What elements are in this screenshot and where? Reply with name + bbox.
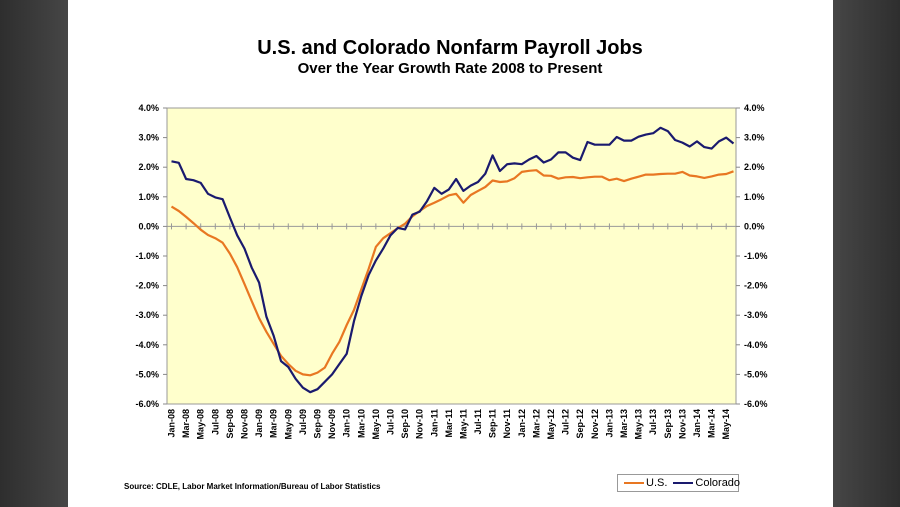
x-tick-label: May-14	[721, 409, 731, 440]
x-tick-label: May-12	[546, 409, 556, 440]
x-tick-label: Mar-09	[269, 409, 279, 438]
series-line-us	[170, 169, 734, 377]
x-tick-label: Sep-09	[312, 409, 322, 439]
x-tick-label: Mar-13	[619, 409, 629, 438]
x-tick-label: Jul-11	[473, 409, 483, 435]
y-tick-label-right: 0.0%	[744, 221, 765, 231]
x-tick-label: Jan-13	[604, 409, 614, 438]
x-tick-label: May-09	[283, 409, 293, 440]
x-tick-label: Jan-14	[692, 409, 702, 438]
right-frame	[833, 0, 900, 507]
y-tick-label-right: -5.0%	[744, 369, 768, 379]
series-line-colorado	[171, 126, 735, 394]
y-tick-label-left: -4.0%	[135, 340, 159, 350]
x-tick-label: Sep-11	[488, 409, 498, 438]
x-tick-label: May-10	[371, 409, 381, 440]
plot-area	[166, 107, 737, 405]
x-tick-label: Jul-12	[561, 409, 571, 435]
y-tick-label-right: -2.0%	[744, 281, 768, 291]
y-tick-label-right: 2.0%	[744, 162, 765, 172]
left-frame	[0, 0, 68, 507]
x-tick-label: Jan-09	[254, 409, 264, 438]
x-tick-label: Mar-14	[707, 409, 717, 438]
x-tick-label: May-11	[458, 409, 468, 439]
x-tick-label: Jan-10	[342, 409, 352, 438]
x-tick-label: Jul-10	[385, 409, 395, 435]
x-tick-label: Sep-12	[575, 409, 585, 439]
x-tick-label: Nov-10	[415, 409, 425, 439]
x-tick-label: Mar-10	[356, 409, 366, 438]
y-tick-label-right: -6.0%	[744, 399, 768, 409]
y-tick-label-right: 4.0%	[744, 103, 765, 113]
y-tick-label-left: -3.0%	[135, 310, 159, 320]
legend-item-colorado: Colorado	[673, 477, 740, 489]
y-tick-label-left: -2.0%	[135, 281, 159, 291]
y-tick-label-right: -3.0%	[744, 310, 768, 320]
x-tick-label: Nov-13	[677, 409, 687, 439]
x-tick-label: May-08	[196, 409, 206, 440]
colorado-swatch	[673, 482, 694, 484]
legend: U.S. Colorado	[617, 474, 740, 492]
legend-label: U.S.	[646, 477, 668, 489]
chart-title: U.S. and Colorado Nonfarm Payroll Jobs	[257, 37, 643, 59]
x-tick-label: Jul-09	[298, 409, 308, 435]
x-tick-label: Nov-08	[239, 409, 249, 439]
x-tick-label: Sep-13	[663, 409, 673, 439]
y-tick-label-right: 1.0%	[744, 192, 765, 202]
y-tick-label-left: -1.0%	[135, 251, 159, 261]
legend-item-us: U.S.	[624, 477, 667, 489]
x-tick-label: Sep-08	[225, 409, 235, 439]
y-tick-label-right: 3.0%	[744, 133, 765, 143]
x-tick-label: Jan-11	[429, 409, 439, 437]
x-tick-label: Jan-08	[167, 409, 177, 438]
x-tick-label: Nov-09	[327, 409, 337, 439]
y-tick-label-left: -6.0%	[135, 399, 159, 409]
y-tick-label-left: 2.0%	[138, 162, 159, 172]
y-tick-label-left: 3.0%	[138, 133, 159, 143]
y-tick-label-left: -5.0%	[135, 369, 159, 379]
y-tick-label-left: 4.0%	[138, 103, 159, 113]
x-tick-label: Jul-13	[648, 409, 658, 435]
y-tick-label-left: 1.0%	[138, 192, 159, 202]
chart-subtitle: Over the Year Growth Rate 2008 to Presen…	[297, 60, 603, 77]
x-tick-label: May-13	[634, 409, 644, 440]
x-tick-label: Jan-12	[517, 409, 527, 438]
x-tick-label: Nov-11	[502, 409, 512, 439]
x-tick-label: Mar-08	[181, 409, 191, 438]
us-swatch	[624, 482, 644, 484]
x-tick-label: Nov-12	[590, 409, 600, 439]
legend-label: Colorado	[695, 477, 741, 489]
y-tick-label-right: -4.0%	[744, 340, 768, 350]
x-tick-label: Sep-10	[400, 409, 410, 439]
x-tick-label: Jul-08	[210, 409, 220, 435]
y-tick-label-left: 0.0%	[138, 221, 159, 231]
x-tick-label: Mar-12	[531, 409, 541, 438]
x-tick-label: Mar-11	[444, 409, 454, 438]
y-tick-label-right: -1.0%	[744, 251, 768, 261]
source-note: Source: CDLE, Labor Market Information/B…	[124, 482, 381, 491]
